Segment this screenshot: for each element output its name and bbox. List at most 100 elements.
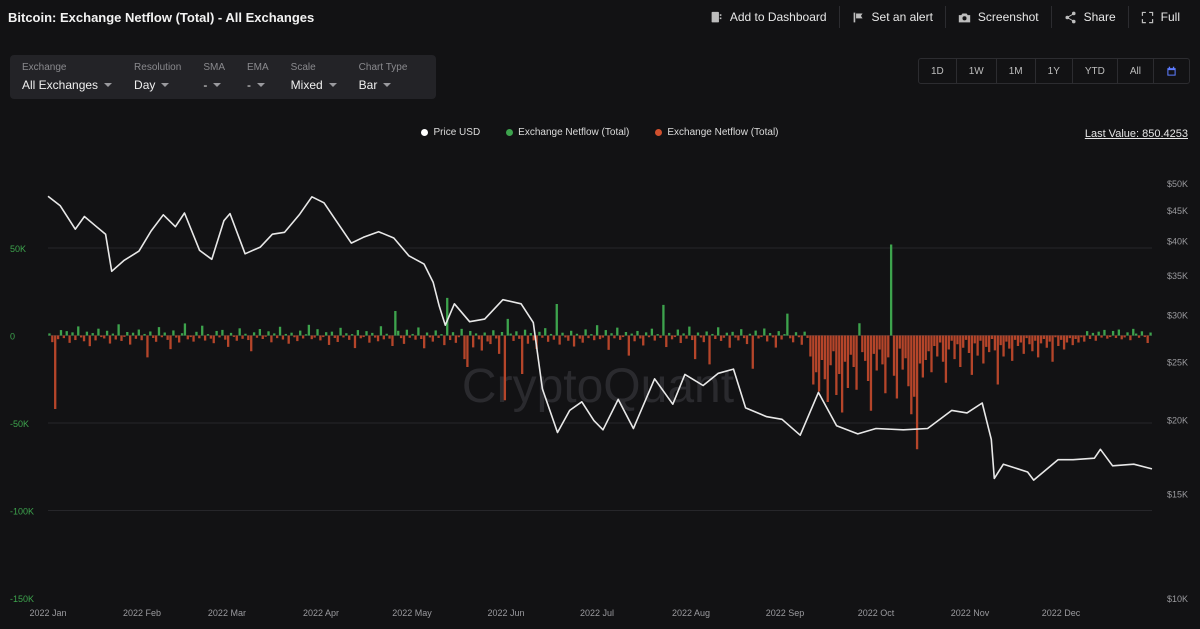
netflow-bar: [1129, 335, 1132, 341]
netflow-bar: [538, 331, 541, 336]
last-value-link[interactable]: Last Value: 850.4253: [1084, 128, 1188, 140]
ema-select[interactable]: EMA -: [247, 62, 269, 99]
range-1w-button[interactable]: 1W: [955, 59, 996, 83]
netflow-bar: [365, 331, 368, 336]
set-alert-button[interactable]: Set an alert: [838, 6, 945, 28]
range-all-button[interactable]: All: [1116, 59, 1153, 83]
netflow-bar: [154, 335, 158, 342]
range-1y-button[interactable]: 1Y: [1034, 59, 1072, 83]
exchange-value: All Exchanges: [22, 78, 99, 92]
chart-type-select[interactable]: Chart Type Bar: [359, 62, 408, 99]
resolution-select[interactable]: Resolution Day: [134, 62, 181, 99]
share-button[interactable]: Share: [1050, 6, 1128, 28]
netflow-bar: [800, 335, 803, 345]
netflow-bar: [742, 335, 746, 339]
netflow-bar: [423, 335, 426, 349]
netflow-bar: [864, 335, 867, 361]
netflow-bar: [218, 335, 221, 338]
netflow-bar: [907, 335, 910, 387]
legend-item-price[interactable]: Price USD: [421, 127, 480, 138]
chart-legend: Price USD Exchange Netflow (Total) Excha…: [0, 127, 1200, 138]
netflow-bar: [1062, 335, 1066, 350]
netflow-bar: [570, 330, 573, 336]
netflow-bar: [1019, 335, 1022, 343]
netflow-bar: [993, 335, 997, 351]
netflow-bar: [103, 335, 106, 339]
range-1m-button[interactable]: 1M: [995, 59, 1035, 83]
netflow-bar: [440, 334, 443, 336]
netflow-bar: [673, 335, 677, 338]
netflow-bar: [100, 335, 103, 338]
netflow-bar: [590, 334, 593, 336]
range-ytd-button[interactable]: YTD: [1071, 59, 1117, 83]
legend-item-netflow-negative[interactable]: Exchange Netflow (Total): [655, 127, 779, 138]
exchange-select[interactable]: Exchange All Exchanges: [22, 62, 113, 99]
scale-select[interactable]: Scale Mixed: [291, 62, 337, 99]
netflow-bar: [59, 330, 63, 336]
x-tick-label: 2022 Apr: [303, 608, 339, 618]
netflow-bar: [892, 335, 896, 376]
legend-dot-netflow-positive: [506, 129, 514, 136]
range-1d-button[interactable]: 1D: [930, 65, 944, 77]
legend-label-netflow-negative: Exchange Netflow (Total): [667, 127, 779, 138]
netflow-bar: [745, 335, 749, 345]
netflow-bar: [284, 333, 287, 336]
header-actions: Add to Dashboard Set an alert Screenshot…: [698, 0, 1192, 34]
netflow-bar: [728, 335, 731, 348]
netflow-bar: [140, 335, 143, 341]
netflow-bar: [930, 335, 933, 373]
legend-label-netflow-positive: Exchange Netflow (Total): [518, 127, 630, 138]
camera-icon: [958, 12, 971, 22]
y-left-tick-label: -50K: [10, 419, 29, 429]
netflow-bar: [947, 335, 950, 350]
netflow-bar: [1036, 335, 1040, 358]
netflow-bar: [601, 335, 605, 338]
netflow-bar: [281, 335, 285, 340]
add-to-dashboard-button[interactable]: Add to Dashboard: [698, 6, 839, 28]
netflow-bar: [1137, 335, 1141, 338]
calendar-button[interactable]: [1153, 59, 1189, 83]
netflow-bar: [88, 335, 91, 347]
netflow-bar: [408, 335, 411, 338]
netflow-bar: [111, 333, 115, 336]
netflow-bar: [760, 335, 763, 338]
legend-item-netflow-positive[interactable]: Exchange Netflow (Total): [506, 127, 629, 138]
netflow-bar: [120, 335, 123, 341]
netflow-bar: [469, 330, 472, 336]
netflow-bar: [1111, 330, 1115, 336]
netflow-bar: [1083, 335, 1086, 342]
netflow-bar: [679, 335, 682, 344]
netflow-bar: [356, 330, 360, 336]
netflow-bar: [1016, 335, 1020, 346]
chevron-down-icon: [328, 83, 337, 87]
netflow-bar: [702, 335, 705, 343]
netflow-bar: [529, 333, 532, 336]
netflow-bar: [515, 331, 518, 336]
netflow-bar: [898, 335, 901, 349]
add-to-dashboard-label: Add to Dashboard: [729, 10, 827, 24]
netflow-bar: [195, 331, 198, 336]
netflow-bar: [783, 334, 786, 336]
netflow-bar: [258, 329, 262, 336]
netflow-bar: [77, 326, 80, 336]
netflow-bar: [624, 332, 628, 336]
sma-select[interactable]: SMA -: [203, 62, 225, 99]
netflow-bar: [206, 334, 210, 336]
legend-dot-netflow-negative: [655, 129, 663, 136]
netflow-bar: [428, 335, 432, 338]
netflow-bar: [1025, 335, 1028, 339]
netflow-bar: [163, 332, 166, 336]
y-right-tick-label: $20K: [1167, 415, 1188, 425]
netflow-bar: [209, 335, 213, 339]
screenshot-button[interactable]: Screenshot: [944, 6, 1051, 28]
netflow-bar: [322, 335, 325, 338]
fullscreen-button[interactable]: Full: [1127, 6, 1192, 28]
netflow-bar: [198, 335, 201, 339]
netflow-bar: [895, 335, 899, 399]
netflow-bar: [454, 335, 458, 343]
netflow-bar: [656, 334, 659, 336]
netflow-bar: [1143, 335, 1146, 338]
netflow-bar: [500, 332, 504, 336]
netflow-bar: [688, 326, 691, 336]
x-tick-label: 2022 Nov: [951, 608, 990, 618]
